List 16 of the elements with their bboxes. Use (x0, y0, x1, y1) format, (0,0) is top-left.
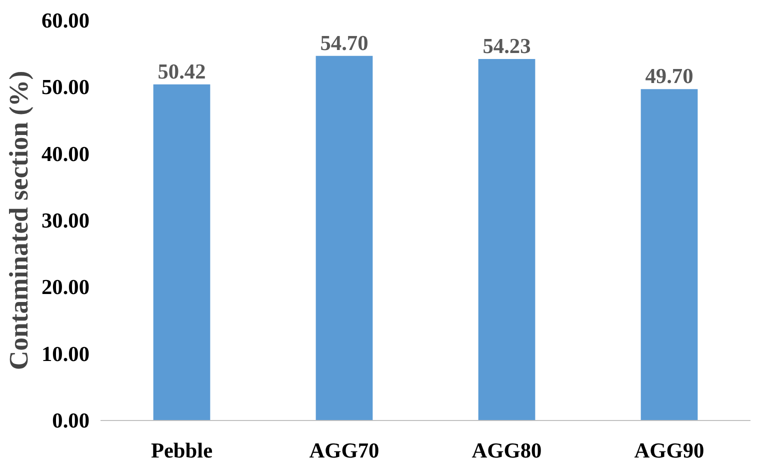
data-label: 50.42 (158, 59, 206, 84)
data-label: 49.70 (645, 64, 694, 88)
y-axis-title: Contaminated section (%) (4, 70, 34, 370)
x-tick-label: AGG70 (309, 438, 380, 462)
y-tick-label: 0.00 (52, 408, 90, 432)
y-tick-label: 50.00 (42, 75, 90, 100)
y-tick-label: 30.00 (42, 208, 90, 232)
data-label: 54.23 (482, 34, 531, 58)
x-tick-label: Pebble (150, 438, 213, 462)
y-tick-label: 20.00 (42, 275, 90, 300)
x-tick-label: AGG80 (472, 438, 542, 462)
y-tick-label: 60.00 (42, 8, 90, 32)
y-tick-label: 40.00 (42, 142, 90, 166)
data-label: 54.70 (320, 30, 368, 55)
y-tick-label: 10.00 (42, 342, 90, 366)
x-tick-label: AGG90 (634, 438, 704, 462)
